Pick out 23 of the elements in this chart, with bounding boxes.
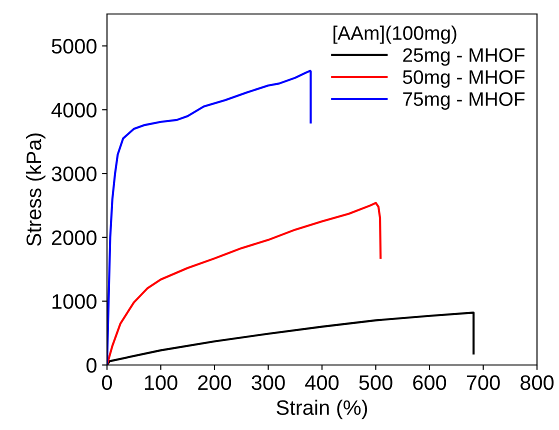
x-tick-label: 800	[520, 375, 554, 390]
y-axis-title: Stress (kPa)	[26, 133, 46, 246]
x-tick-label: 700	[466, 375, 500, 390]
legend-label: 75mg - MHOF	[403, 92, 525, 110]
y-tick-label: 2000	[52, 230, 96, 246]
y-tick-label: 1000	[52, 294, 96, 309]
y-tick-label: 4000	[51, 102, 96, 118]
x-tick-label: 300	[252, 375, 285, 390]
x-tick-label: 600	[413, 375, 446, 390]
line-series	[107, 70, 312, 365]
x-axis-title: Strain (%)	[276, 400, 368, 420]
x-tick-label: 100	[144, 375, 178, 390]
legend-label: 50mg - MHOF	[402, 70, 525, 88]
x-tick-label: 500	[359, 375, 392, 390]
line-series	[107, 202, 382, 365]
y-tick-label: 0	[86, 358, 96, 373]
x-tick-label: 200	[198, 375, 232, 390]
x-tick-label: 0	[102, 375, 112, 390]
legend-title: [AAm](100mg)	[334, 26, 456, 44]
legend-label: 25mg - MHOF	[403, 48, 525, 66]
y-tick-label: 3000	[52, 166, 96, 182]
x-tick-label: 400	[305, 375, 339, 390]
y-tick-label: 5000	[52, 38, 96, 54]
